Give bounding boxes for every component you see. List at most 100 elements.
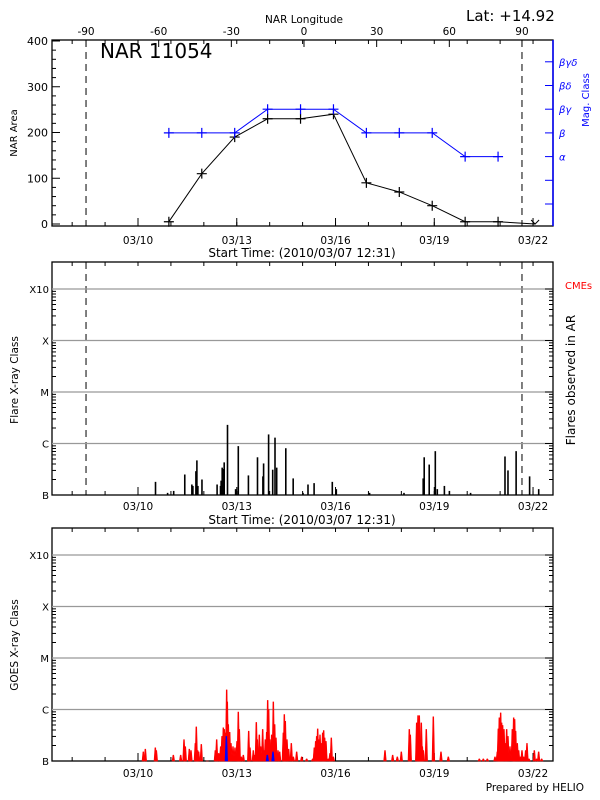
area-marker xyxy=(427,200,438,211)
goes_long-spike xyxy=(179,754,183,762)
longitude-tick-label: 0 xyxy=(301,26,308,38)
longitude-tick-label: 60 xyxy=(443,26,456,38)
date-tick-label: 03/13 xyxy=(222,501,252,513)
mag-class-marker xyxy=(262,104,273,115)
area-marker xyxy=(493,216,504,227)
area-marker xyxy=(163,216,174,227)
start-time-label-2: Start Time: (2010/03/07 12:31) xyxy=(208,513,395,527)
goes_long-spike xyxy=(183,746,187,762)
goes_long-spike xyxy=(539,758,544,762)
panel-frame-1 xyxy=(51,39,554,227)
goes_short-spike xyxy=(265,754,269,762)
area-tick-label: 200 xyxy=(27,127,48,140)
goes_long-spike xyxy=(189,750,193,762)
class-tick-label: M xyxy=(40,654,49,665)
date-tick-label: 03/19 xyxy=(419,768,449,780)
goes_long-spike xyxy=(439,751,443,762)
class-tick-label: C xyxy=(42,440,49,451)
date-tick-label: 03/10 xyxy=(123,501,153,513)
date-tick-label: 03/16 xyxy=(320,235,351,247)
class-tick-label: B xyxy=(42,757,49,768)
goes_long-spike xyxy=(493,756,497,762)
prepared-by-label: Prepared by HELIO xyxy=(486,782,584,794)
panel-frame-2 xyxy=(51,261,554,496)
goes_long-spike xyxy=(143,748,147,762)
area-marker xyxy=(295,113,306,124)
goes_long-spike xyxy=(291,756,295,762)
area-marker xyxy=(394,186,405,197)
plot-marks: 03/10 03/13 03/16 03/19 03/22 03/10 03/13 03/16… xyxy=(27,26,577,780)
goes_long-spike xyxy=(527,758,531,762)
goes_long-spike xyxy=(241,754,245,762)
goes_long-spike xyxy=(395,756,399,762)
nar-area-ylabel: NAR Area xyxy=(9,109,20,156)
date-tick-label: 03/13 xyxy=(222,235,252,247)
class-tick-label: X10 xyxy=(29,285,49,296)
date-tick-label: 03/22 xyxy=(518,235,548,247)
mag-class-marker xyxy=(361,127,372,138)
area-line xyxy=(168,113,536,225)
area-tick-label: 400 xyxy=(27,35,48,48)
flares-observed-ylabel: Flares observed in AR xyxy=(564,315,578,445)
goes_long-spike xyxy=(304,758,309,762)
goes_long-spike xyxy=(537,751,541,762)
goes_long-spike xyxy=(399,751,403,762)
area-marker xyxy=(460,216,471,227)
start-time-label-1: Start Time: (2010/03/07 12:31) xyxy=(208,246,395,260)
goes_long-spike xyxy=(331,756,335,762)
goes_long-spike xyxy=(248,747,252,762)
goes_long-spike xyxy=(532,750,536,762)
longitude-tick-label: -90 xyxy=(77,26,94,38)
goes_long-spike xyxy=(324,741,328,762)
date-tick-label: 03/19 xyxy=(419,235,449,247)
goes_long-spike xyxy=(485,758,490,762)
goes_long-spike xyxy=(197,751,201,762)
goes_long-spike xyxy=(199,744,203,762)
goes_long-spike xyxy=(171,754,175,762)
mag-class-tick-label: α xyxy=(559,153,566,164)
mag-class-marker xyxy=(163,127,174,138)
mag-class-marker xyxy=(229,127,240,138)
goes_long-spike xyxy=(278,751,282,762)
goes_long-spike xyxy=(391,754,395,762)
mag-class-ylabel: Mag. Class xyxy=(581,73,592,127)
goes_long-spike xyxy=(508,746,512,762)
date-tick-label: 03/19 xyxy=(419,501,449,513)
mag-class-tick-label: β xyxy=(558,129,566,140)
area-marker xyxy=(262,113,273,124)
goes_long-spike xyxy=(431,716,435,762)
goes_long-spike xyxy=(446,756,450,762)
mag-class-marker xyxy=(328,104,339,115)
class-tick-label: X xyxy=(42,603,49,614)
date-tick-label: 03/22 xyxy=(518,501,548,513)
area-marker xyxy=(196,168,207,179)
class-tick-label: X xyxy=(42,337,49,348)
area-tick-label: 300 xyxy=(27,81,48,94)
mag-class-marker xyxy=(427,127,438,138)
mag-class-tick-label: βγ xyxy=(558,105,572,116)
longitude-tick-label: 90 xyxy=(515,26,528,38)
date-tick-label: 03/16 xyxy=(320,501,351,513)
class-tick-label: C xyxy=(42,706,49,717)
goes_long-spike xyxy=(299,756,304,762)
panel-frame-3 xyxy=(51,527,554,762)
goes-class-ylabel: GOES X-ray Class xyxy=(9,599,21,690)
flare-class-ylabel: Flare X-ray Class xyxy=(9,336,21,424)
longitude-tick-label: 30 xyxy=(370,26,383,38)
area-tick-label: 0 xyxy=(41,218,48,231)
mag-class-marker xyxy=(394,127,405,138)
area-tick-label: 100 xyxy=(27,172,48,185)
mag-class-marker xyxy=(196,127,207,138)
date-tick-label: 03/16 xyxy=(320,768,351,780)
mag-class-marker xyxy=(460,151,471,162)
longitude-axis-title: NAR Longitude xyxy=(265,14,343,26)
mag-class-marker xyxy=(493,151,504,162)
mag-class-marker xyxy=(295,104,306,115)
goes_short-spike xyxy=(271,751,275,762)
longitude-tick-label: -30 xyxy=(223,26,240,38)
date-tick-label: 03/13 xyxy=(222,768,252,780)
date-tick-label: 03/10 xyxy=(123,768,153,780)
date-tick-label: 03/22 xyxy=(518,768,548,780)
longitude-tick-label: -60 xyxy=(150,26,167,38)
